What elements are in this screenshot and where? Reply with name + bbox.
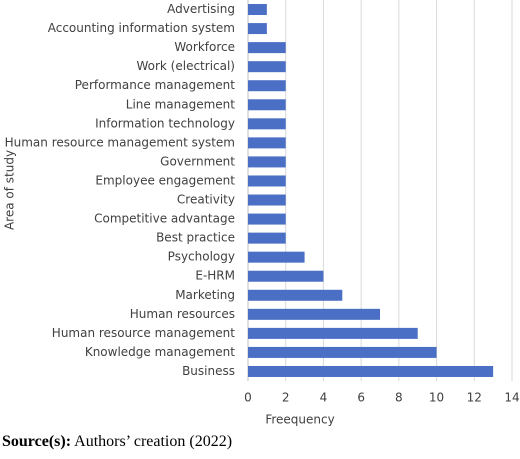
x-tick-label: 4 <box>320 391 328 405</box>
bar <box>248 365 494 377</box>
x-tick-label: 6 <box>357 391 365 405</box>
bar <box>248 61 286 73</box>
x-tick-label: 2 <box>282 391 290 405</box>
bar <box>248 42 286 54</box>
x-tick-label: 8 <box>395 391 403 405</box>
y-tick-label: Accounting information system <box>48 21 235 35</box>
bar <box>248 118 286 130</box>
y-tick-label: Performance management <box>75 78 236 92</box>
y-tick-label: Creativity <box>177 193 235 207</box>
y-tick-label: Marketing <box>175 288 235 302</box>
x-tick-label: 14 <box>504 391 519 405</box>
bar <box>248 308 380 320</box>
y-tick-label: Business <box>182 364 235 378</box>
bar <box>248 346 437 358</box>
x-tick-label: 12 <box>467 391 482 405</box>
x-tick-label: 10 <box>429 391 444 405</box>
bar <box>248 137 286 149</box>
bar <box>248 270 324 282</box>
x-axis-label: Freequency <box>265 413 334 427</box>
bar <box>248 251 305 263</box>
bar <box>248 80 286 92</box>
bar <box>248 156 286 168</box>
y-tick-label: Work (electrical) <box>136 59 235 73</box>
y-tick-label: Psychology <box>168 250 235 264</box>
source-text: Authors’ creation (2022) <box>74 433 232 450</box>
source-label: Source(s): <box>2 433 71 450</box>
y-tick-label: Government <box>160 154 235 168</box>
y-tick-label: Human resource management <box>52 326 235 340</box>
bar <box>248 232 286 244</box>
y-tick-label: Workforce <box>174 40 235 54</box>
y-tick-label: Competitive advantage <box>94 212 235 226</box>
y-tick-label: Employee engagement <box>95 173 235 187</box>
bar <box>248 327 418 339</box>
y-tick-label: Line management <box>126 97 236 111</box>
y-tick-label: Human resource management system <box>5 135 235 149</box>
bar <box>248 4 267 16</box>
y-tick-label: Best practice <box>156 231 235 245</box>
y-axis-label: Area of study <box>3 150 17 230</box>
bar <box>248 175 286 187</box>
bar <box>248 213 286 225</box>
bar <box>248 23 267 35</box>
bar <box>248 194 286 206</box>
bar <box>248 99 286 111</box>
x-tick-label: 0 <box>244 391 252 405</box>
y-tick-label: Knowledge management <box>85 345 235 359</box>
bar <box>248 289 343 301</box>
y-tick-label: Information technology <box>95 116 235 130</box>
source: Source(s): Authors’ creation (2022) <box>2 433 232 450</box>
y-tick-label: Human resources <box>130 307 235 321</box>
y-tick-label: Advertising <box>167 2 235 16</box>
y-tick-label: E-HRM <box>195 269 235 283</box>
